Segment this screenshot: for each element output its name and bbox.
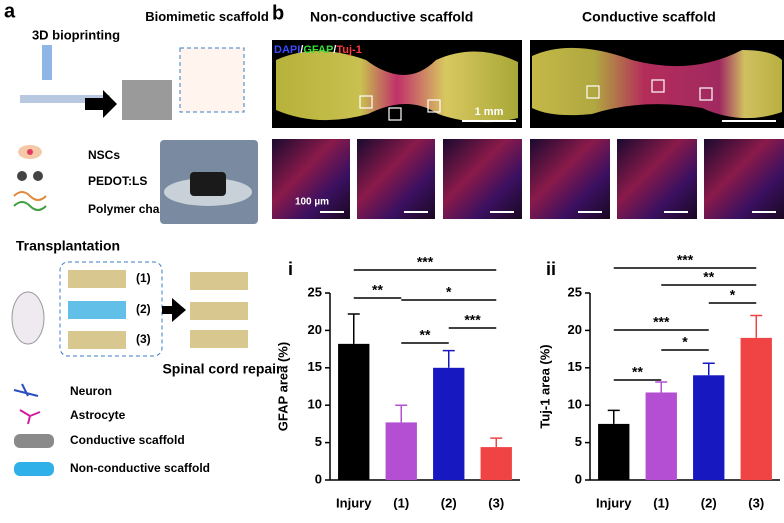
label: (2)	[136, 302, 151, 316]
panel-label: a	[4, 0, 16, 22]
bar	[433, 367, 465, 480]
error-bar	[655, 381, 668, 393]
legend-label: Neuron	[70, 384, 112, 398]
significance-label: *	[730, 287, 736, 303]
error-bar	[750, 314, 763, 338]
image-title: Conductive scaffold	[582, 9, 716, 25]
y-tick-label: 5	[575, 434, 582, 449]
label: 3D bioprinting	[32, 27, 120, 42]
y-tick-label: 15	[568, 359, 582, 374]
significance-label: **	[372, 282, 383, 298]
bar	[385, 422, 417, 480]
panel-label: b	[272, 2, 284, 24]
roi-boxes	[359, 79, 713, 121]
x-tick-label: Injury	[336, 495, 372, 510]
stain-legend: DAPI/GFAP/Tuj-1	[274, 44, 362, 56]
bar	[740, 337, 772, 480]
y-tick-label: 25	[308, 284, 322, 299]
bar	[338, 343, 370, 480]
label: (3)	[136, 332, 151, 346]
significance-label: **	[703, 269, 714, 285]
bar	[598, 423, 630, 480]
y-tick-label: 20	[568, 322, 582, 337]
image-title: Non-conductive scaffold	[310, 9, 473, 25]
x-tick-label: (3)	[748, 495, 764, 510]
bar	[693, 375, 725, 480]
scale-label: 1 mm	[475, 106, 504, 118]
legend-label: Non-conductive scaffold	[70, 461, 210, 475]
error-bar	[607, 409, 620, 424]
y-tick-label: 0	[575, 471, 582, 486]
significance-label: **	[420, 327, 431, 343]
scale-label: 100 µm	[295, 197, 329, 208]
label: Transplantation	[16, 238, 120, 254]
label: NSCs	[88, 148, 120, 162]
stain: /	[300, 44, 303, 56]
nozzle	[42, 45, 52, 80]
y-tick-label: 0	[315, 471, 322, 486]
label: (1)	[136, 271, 151, 285]
y-axis-label: GFAP area (%)	[275, 342, 290, 431]
error-bar	[347, 313, 360, 344]
significance-label: *	[446, 284, 452, 300]
legend-label: Astrocyte	[70, 408, 126, 422]
y-axis-label: Tuj-1 area (%)	[537, 344, 552, 428]
stain: /	[333, 44, 336, 56]
x-tick-label: (3)	[488, 495, 504, 510]
implants	[11, 270, 248, 349]
y-tick-label: 25	[568, 284, 582, 299]
tissue	[532, 47, 782, 119]
y-tick-label: 15	[308, 359, 322, 374]
legend-icons	[13, 145, 47, 211]
photo	[190, 172, 226, 196]
stain: Tuj-1	[336, 44, 361, 56]
panel-label: ii	[546, 259, 556, 279]
error-bar	[442, 349, 455, 368]
legend-icons	[13, 383, 54, 476]
panel-label: i	[288, 259, 293, 279]
label: Spinal cord repair	[162, 361, 282, 377]
arrow	[85, 90, 117, 118]
significance-label: ***	[653, 314, 670, 330]
error-bar	[490, 437, 503, 448]
stain: DAPI	[274, 44, 300, 56]
significance-label: ***	[417, 254, 434, 270]
label: Biomimetic scaffold	[145, 9, 269, 24]
frame	[59, 261, 163, 357]
y-tick-label: 20	[308, 322, 322, 337]
bar	[645, 392, 677, 480]
x-tick-label: (1)	[653, 495, 669, 510]
significance-label: **	[632, 364, 643, 380]
y-tick-label: 10	[568, 397, 582, 412]
significance-label: ***	[677, 252, 694, 268]
y-tick-label: 10	[308, 397, 322, 412]
error-bar	[395, 404, 408, 423]
x-tick-label: (2)	[701, 495, 717, 510]
x-tick-label: (1)	[393, 495, 409, 510]
x-tick-label: Injury	[596, 495, 632, 510]
label: PEDOT:LS	[88, 174, 147, 188]
tissue	[276, 51, 518, 123]
bar	[480, 447, 512, 480]
label: Biomimetic scaffold	[145, 9, 269, 24]
scaffold-illustration	[122, 47, 245, 120]
significance-label: *	[682, 334, 688, 350]
error-bar	[702, 362, 715, 376]
x-tick-label: (2)	[441, 495, 457, 510]
legend-label: Conductive scaffold	[70, 433, 185, 447]
significance-label: ***	[464, 312, 481, 328]
stain: GFAP	[303, 44, 333, 56]
label: Polymer chain	[88, 202, 170, 216]
zoom-images	[272, 139, 784, 219]
y-tick-label: 5	[315, 434, 322, 449]
printer-bed	[20, 95, 110, 103]
